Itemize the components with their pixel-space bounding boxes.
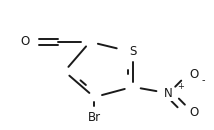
Text: S: S [129,45,136,58]
Text: O: O [21,35,30,48]
Text: +: + [177,82,184,91]
Text: O: O [190,67,199,80]
Text: N: N [164,87,173,100]
Text: -: - [202,75,205,85]
Text: O: O [190,106,199,119]
Text: Br: Br [88,111,101,124]
